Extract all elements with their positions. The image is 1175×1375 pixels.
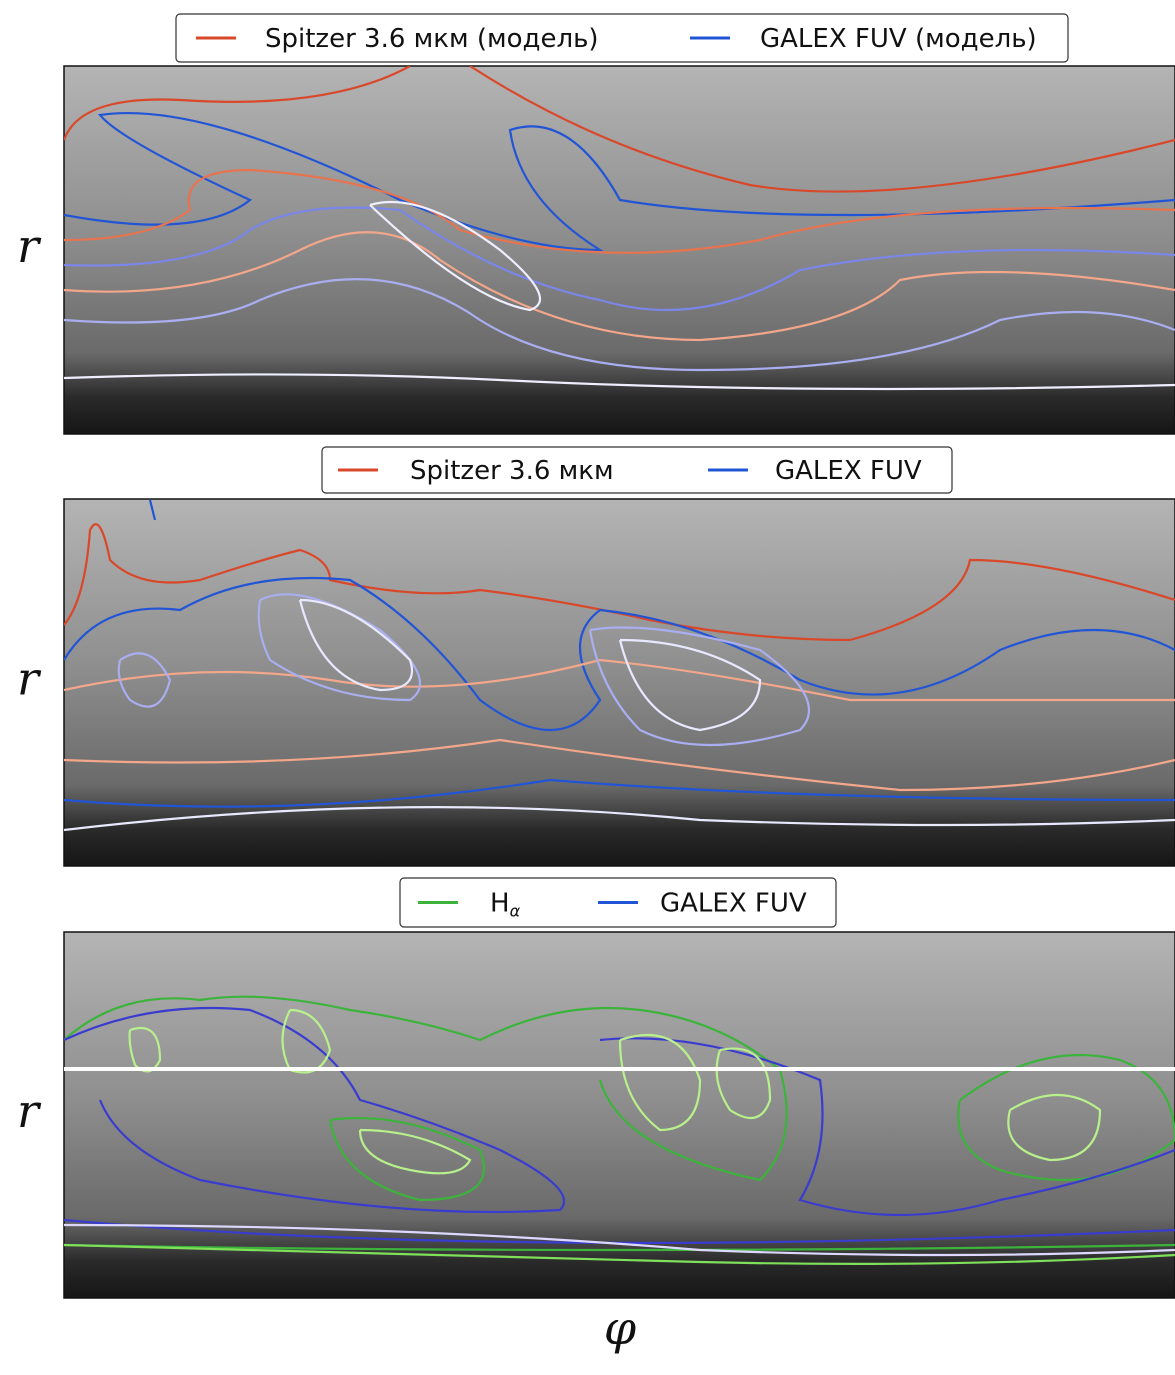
legend-text: H xyxy=(490,888,510,918)
legend-label: Spitzer 3.6 мкм xyxy=(410,456,614,486)
legend-label: GALEX FUV xyxy=(775,456,922,486)
panel-2 xyxy=(64,499,1175,866)
y-axis-label: r xyxy=(17,1084,42,1138)
legend-text: Spitzer 3.6 мкм (модель) xyxy=(265,24,599,54)
figure: Spitzer 3.6 мкм (модель) GALEX FUV (модел… xyxy=(0,0,1175,1371)
legend-label: Spitzer 3.6 мкм (модель) xyxy=(265,24,599,54)
panel-3 xyxy=(64,932,1175,1298)
x-axis-label: φ xyxy=(604,1301,637,1355)
legend-text: Spitzer 3.6 мкм xyxy=(410,456,614,486)
legend-label: GALEX FUV xyxy=(660,888,807,918)
legend: Hα GALEX FUV xyxy=(400,878,836,927)
y-axis-label: r xyxy=(17,652,42,706)
legend-text: GALEX FUV xyxy=(775,456,922,486)
legend-subscript: α xyxy=(510,901,521,920)
legend: Spitzer 3.6 мкм (модель) GALEX FUV (модел… xyxy=(176,14,1068,62)
legend-text: GALEX FUV (модель) xyxy=(760,24,1037,54)
panel-1 xyxy=(64,66,1175,434)
panel-background xyxy=(64,499,1175,866)
legend-text: GALEX FUV xyxy=(660,888,807,918)
page: {"panels": [ {"legend": [{"label": "Spit… xyxy=(0,0,1175,1371)
legend: Spitzer 3.6 мкм GALEX FUV xyxy=(322,447,952,493)
y-axis-label: r xyxy=(17,219,42,273)
legend-label: GALEX FUV (модель) xyxy=(760,24,1037,54)
